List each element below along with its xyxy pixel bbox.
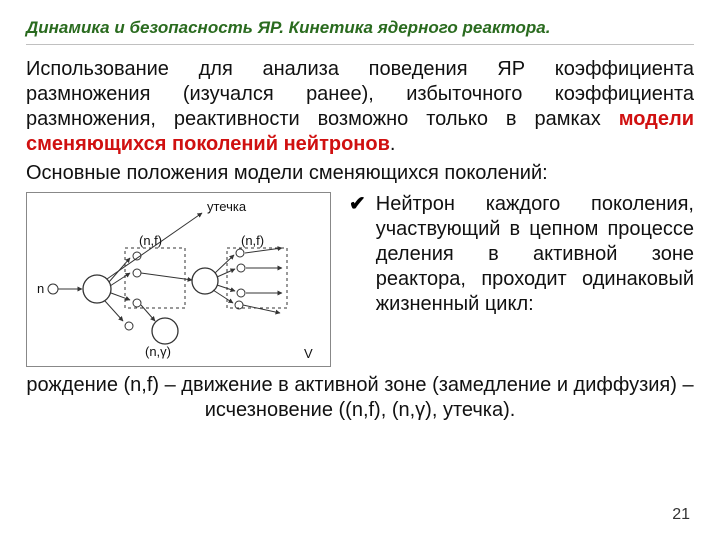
slide: Динамика и безопасность ЯР. Кинетика яде… bbox=[0, 0, 720, 540]
bottom-paragraph: рождение (n,f) – движение в активной зон… bbox=[26, 373, 694, 423]
paragraph-1: Использование для анализа поведения ЯР к… bbox=[26, 57, 694, 157]
para1-part-a: Использование для анализа поведения ЯР к… bbox=[26, 58, 694, 130]
label-V: V bbox=[304, 346, 313, 361]
label-ngamma: (n,γ) bbox=[145, 344, 171, 359]
neutron-diagram: n утечка (n,f) bbox=[26, 192, 331, 367]
para1-part-b: . bbox=[390, 133, 396, 155]
bullet-block: ✔ Нейтрон каждого поколения, участвующий… bbox=[349, 192, 694, 317]
slide-title: Динамика и безопасность ЯР. Кинетика яде… bbox=[26, 18, 694, 45]
label-n: n bbox=[37, 281, 44, 296]
page-number: 21 bbox=[672, 506, 690, 524]
label-nf2: (n,f) bbox=[241, 233, 264, 248]
content-row: n утечка (n,f) bbox=[26, 192, 694, 367]
bullet-text: Нейтрон каждого поколения, участвующий в… bbox=[376, 192, 694, 317]
checkmark-icon: ✔ bbox=[349, 192, 366, 317]
label-leak: утечка bbox=[207, 199, 247, 214]
label-nf1: (n,f) bbox=[139, 233, 162, 248]
diagram-svg: n утечка (n,f) bbox=[27, 193, 330, 366]
paragraph-2: Основные положения модели сменяющихся по… bbox=[26, 161, 694, 186]
